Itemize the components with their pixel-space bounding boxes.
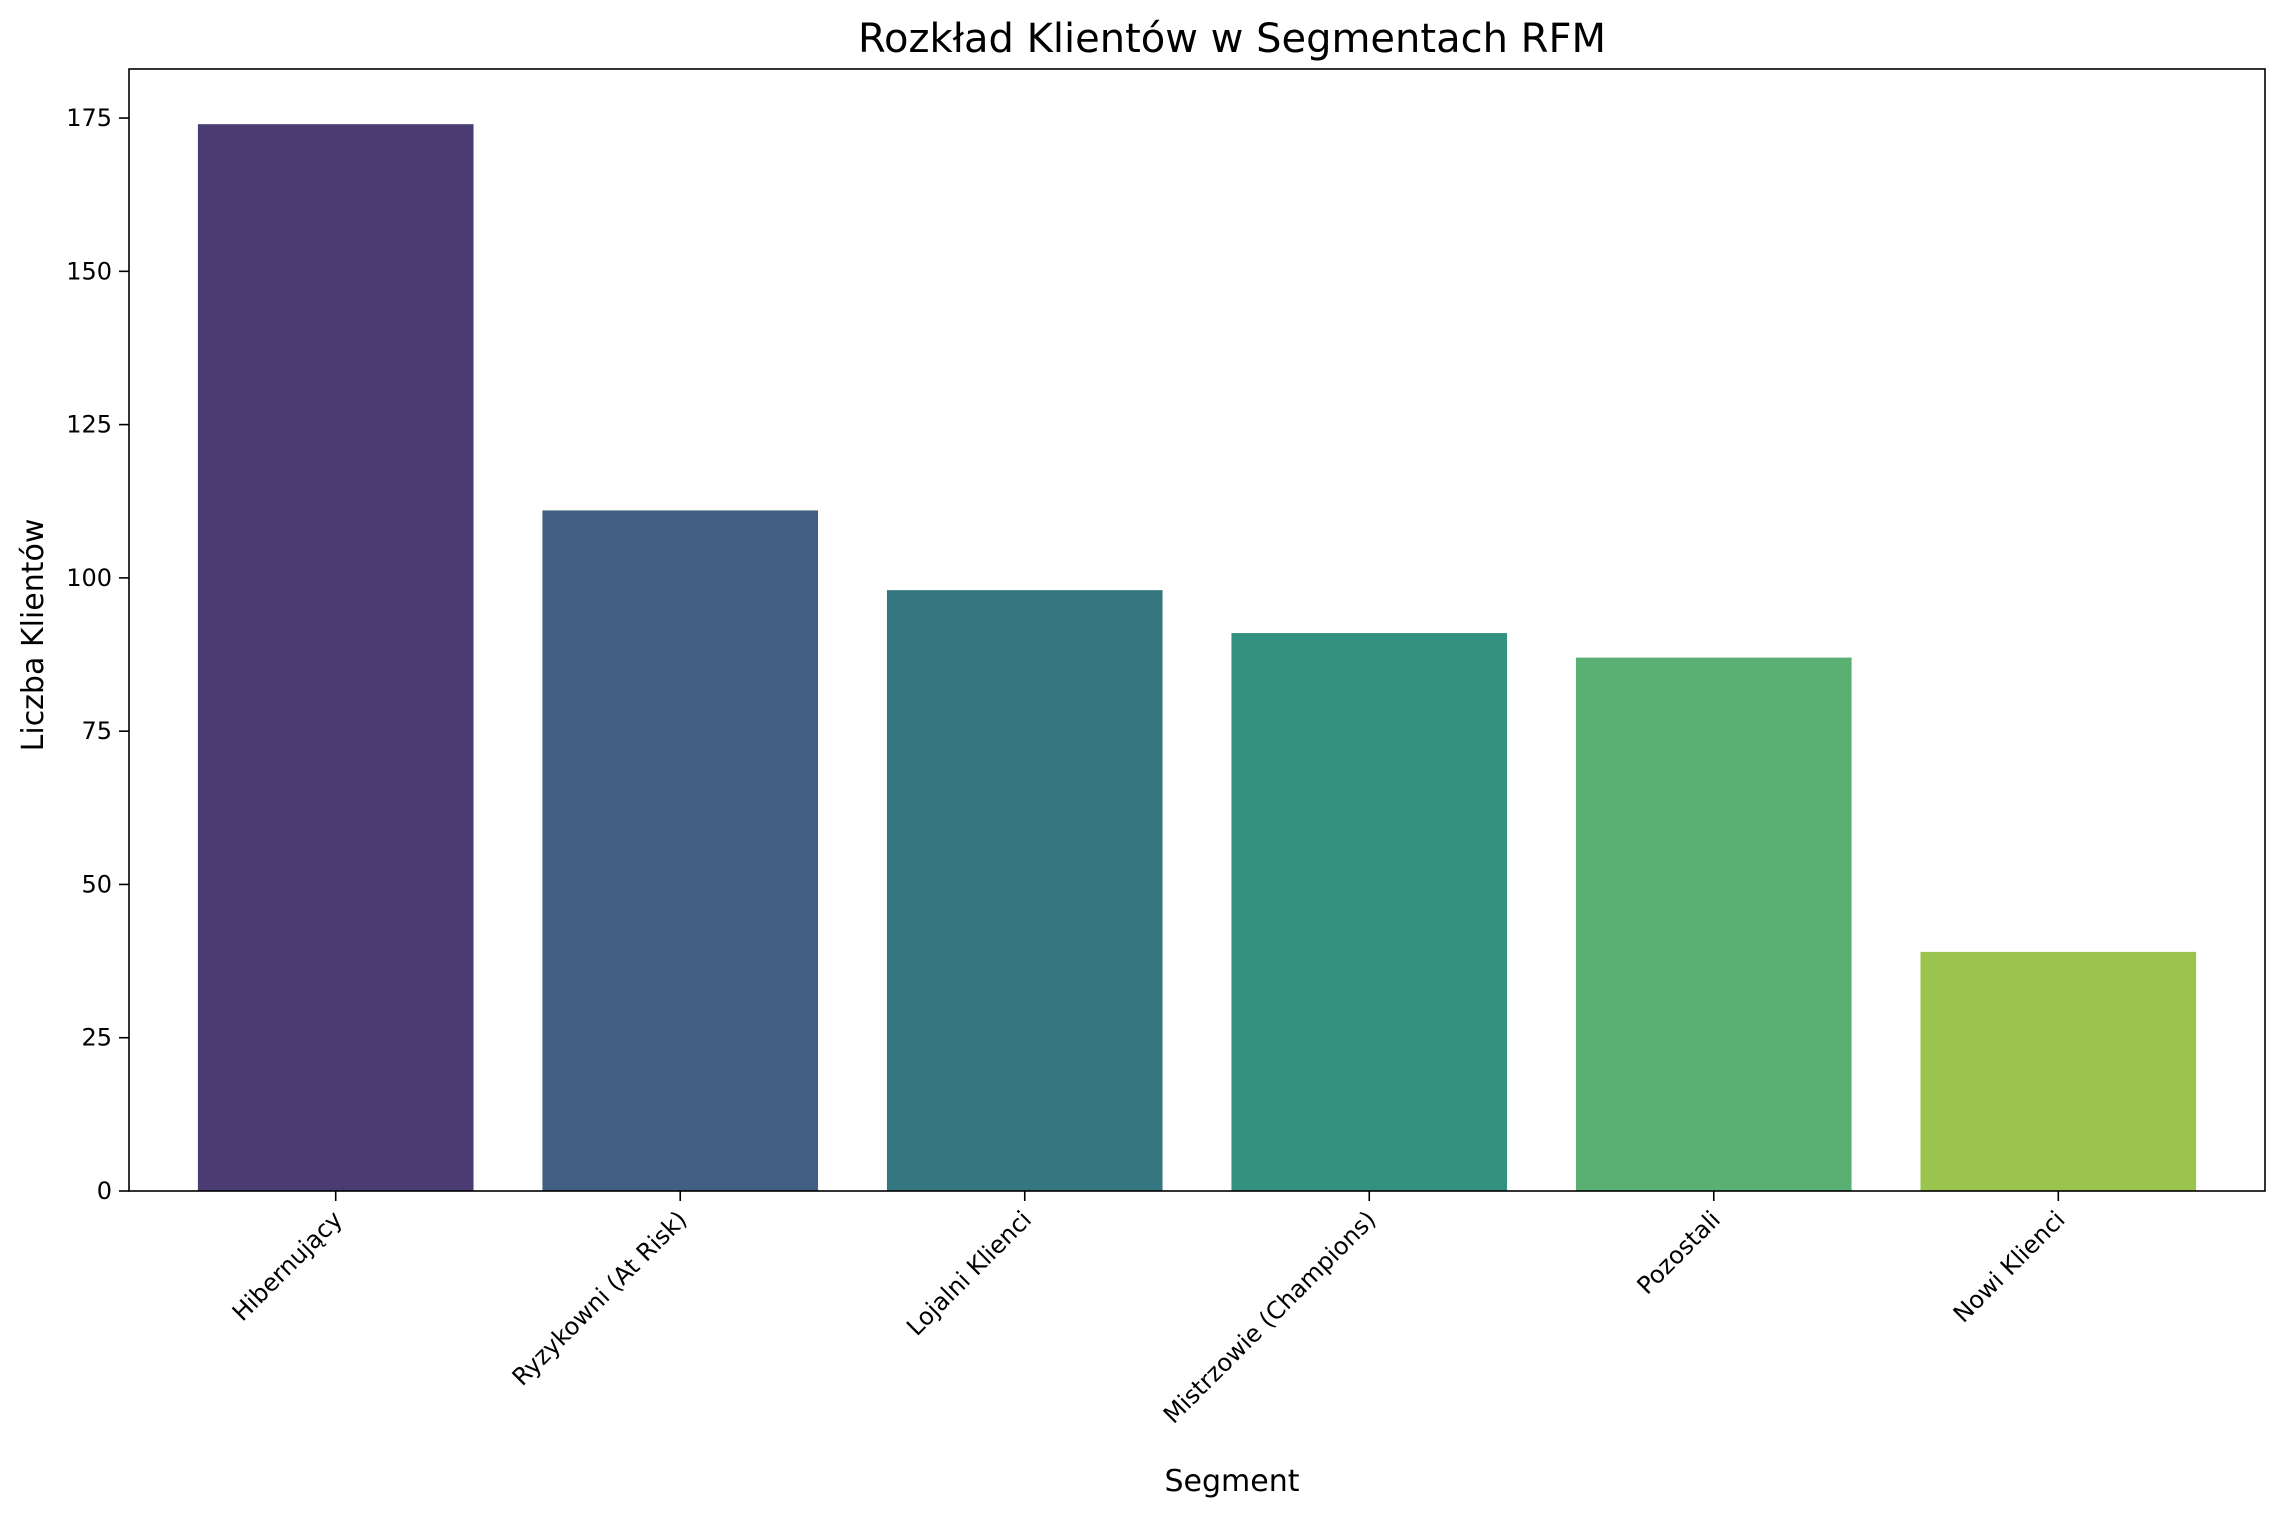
x-tick-label: Nowi Klienci [1948,1205,2071,1328]
y-axis-label: Liczba Klientów [16,519,51,752]
chart-title: Rozkład Klientów w Segmentach RFM [858,16,1606,62]
x-axis-label: Segment [1165,1464,1300,1499]
y-tick-label: 50 [81,870,112,898]
bar-5 [1920,951,2197,1191]
x-tick-label: Ryzykowni (At Risk) [507,1205,693,1391]
y-tick-label: 0 [97,1177,112,1205]
x-tick-label: Lojalni Klienci [901,1205,1037,1341]
bar-0 [197,124,474,1192]
y-axis-ticks: 0 25 50 75 100 125 150 175 [66,104,129,1205]
x-axis-ticks: Hibernujący Ryzykowni (At Risk) Lojalni Kl… [227,1191,2071,1429]
bar-1 [542,510,819,1191]
bar-4 [1575,657,1852,1191]
x-tick-label: Hibernujący [227,1205,348,1326]
y-tick-label: 125 [66,411,112,439]
plot-frame [128,68,2266,1192]
y-tick-label: 25 [81,1024,112,1052]
y-tick-label: 150 [66,257,112,285]
y-tick-label: 75 [81,717,112,745]
x-tick-label: Pozostali [1632,1205,1726,1299]
y-tick-label: 100 [66,564,112,592]
y-tick-label: 175 [66,104,112,132]
x-tick-label: Mistrzowie (Champions) [1158,1205,1382,1429]
bar-2 [886,590,1163,1191]
bars-group [197,124,2197,1192]
bar-3 [1231,633,1508,1191]
